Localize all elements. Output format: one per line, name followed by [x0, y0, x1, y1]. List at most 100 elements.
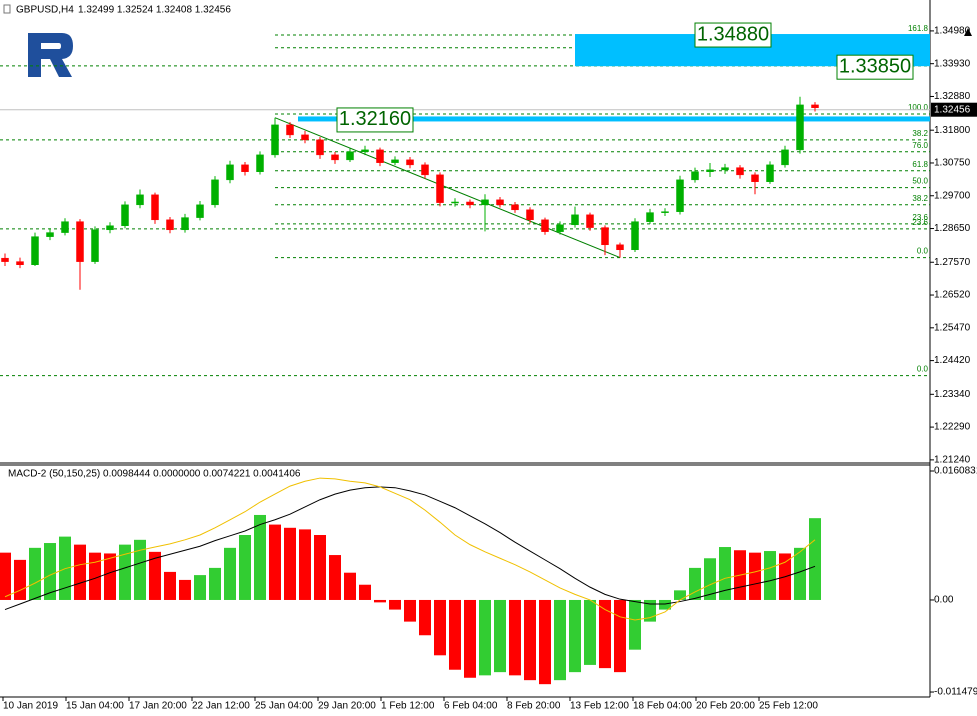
fibo-label: 23.6 — [912, 218, 928, 227]
histogram-bar — [224, 547, 236, 600]
histogram-bar — [554, 599, 566, 681]
candle-body — [256, 154, 264, 172]
fibo-label: 76.0 — [912, 141, 928, 150]
target-band — [298, 116, 930, 122]
x-tick-label: 29 Jan 20:00 — [318, 701, 376, 712]
candle-body — [541, 219, 549, 232]
target-label: 1.33850 — [839, 55, 911, 77]
candle-body — [1, 257, 9, 262]
y-tick-label: 1.34980 — [934, 26, 971, 37]
candle-body — [766, 164, 774, 182]
histogram-bar — [104, 553, 116, 600]
candle-body — [706, 169, 714, 172]
target-label-box — [836, 54, 914, 80]
histogram-bar — [509, 599, 521, 676]
histogram-bar — [704, 558, 716, 600]
candle-body — [586, 214, 594, 228]
indicator-title: MACD-2 (50,150,25) 0.0098444 0.0000000 0… — [8, 469, 301, 480]
histogram-bar — [329, 555, 341, 600]
fibo-label: 161.8 — [908, 24, 929, 33]
histogram-bar — [449, 599, 461, 670]
candle-body — [676, 179, 684, 212]
candle-body — [496, 199, 504, 206]
histogram-bar — [14, 559, 26, 600]
x-tick-label: 13 Feb 12:00 — [570, 701, 629, 712]
candle-body — [241, 164, 249, 172]
chart-title: GBPUSD,H4 — [16, 5, 74, 16]
fibo-label: 0.0 — [917, 247, 929, 256]
candle-body — [511, 204, 519, 211]
histogram-bar — [254, 514, 266, 600]
candle-body — [181, 217, 189, 231]
candle-body — [691, 171, 699, 181]
histogram-bar — [374, 599, 386, 603]
histogram-bar — [464, 599, 476, 678]
x-tick-label: 8 Feb 20:00 — [507, 701, 561, 712]
fibo-label: 50.0 — [912, 177, 928, 186]
y-tick-label: 1.25470 — [934, 322, 971, 333]
histogram-bar — [614, 599, 626, 673]
candle-body — [301, 134, 309, 141]
target-label: 1.32160 — [339, 108, 411, 130]
candle-body — [601, 227, 609, 246]
histogram-bar — [209, 567, 221, 600]
histogram-bar — [119, 544, 131, 600]
histogram-bar — [239, 535, 251, 600]
histogram-bar — [164, 571, 176, 600]
histogram-bar — [29, 547, 41, 600]
candle-body — [481, 199, 489, 206]
y-tick-label: 1.28650 — [934, 223, 971, 234]
candle-body — [46, 232, 54, 237]
y-tick-label: 1.32880 — [934, 91, 971, 102]
histogram-bar — [0, 552, 11, 600]
histogram-bar — [149, 551, 161, 600]
fibo-label: 38.2 — [912, 129, 928, 138]
histogram-bar — [749, 552, 761, 600]
fibo-label: 61.8 — [912, 160, 928, 169]
candle-body — [616, 244, 624, 251]
candle-body — [316, 139, 324, 156]
fibo-label: 38.2 — [912, 194, 928, 203]
histogram-bar — [419, 599, 431, 636]
histogram-bar — [44, 543, 56, 600]
y-tick-label: 1.26520 — [934, 290, 971, 301]
target-label: 1.34880 — [697, 23, 769, 45]
y-tick-label: 1.31800 — [934, 125, 971, 136]
y-tick-label: 0.0160831 — [934, 466, 977, 477]
candle-body — [466, 201, 474, 206]
histogram-bar — [299, 529, 311, 600]
candle-body — [406, 159, 414, 166]
candle-body — [31, 236, 39, 265]
candle-body — [451, 201, 459, 204]
fibo-label: 100.0 — [908, 103, 929, 112]
histogram-bar — [539, 599, 551, 685]
y-tick-label: 1.22290 — [934, 422, 971, 433]
scroll-arrow[interactable] — [964, 28, 972, 36]
candle-body — [436, 174, 444, 203]
histogram-bar — [599, 599, 611, 669]
histogram-bar — [629, 599, 641, 650]
candle-body — [106, 225, 114, 231]
candle-body — [91, 229, 99, 262]
y-tick-label: 1.23340 — [934, 389, 971, 400]
x-tick-label: 20 Feb 20:00 — [696, 701, 755, 712]
candle-body — [286, 124, 294, 136]
y-tick-label: 1.33930 — [934, 58, 971, 69]
chart-subtitle: 1.32499 1.32524 1.32408 1.32456 — [78, 5, 231, 16]
indicator-line — [4, 477, 816, 621]
histogram-bar — [524, 599, 536, 681]
y-tick-label: 1.24420 — [934, 355, 971, 366]
histogram-bar — [764, 551, 776, 600]
candle-body — [646, 212, 654, 222]
y-tick-label: 1.21240 — [934, 455, 971, 466]
x-tick-label: 25 Jan 04:00 — [255, 701, 313, 712]
candle-body — [391, 159, 399, 163]
histogram-bar — [314, 535, 326, 600]
candle-body — [781, 149, 789, 166]
x-tick-label: 22 Jan 12:00 — [192, 701, 250, 712]
x-tick-label: 17 Jan 20:00 — [129, 701, 187, 712]
x-tick-label: 10 Jan 2019 — [3, 701, 58, 712]
current-price-label: 1.32456 — [934, 104, 971, 115]
